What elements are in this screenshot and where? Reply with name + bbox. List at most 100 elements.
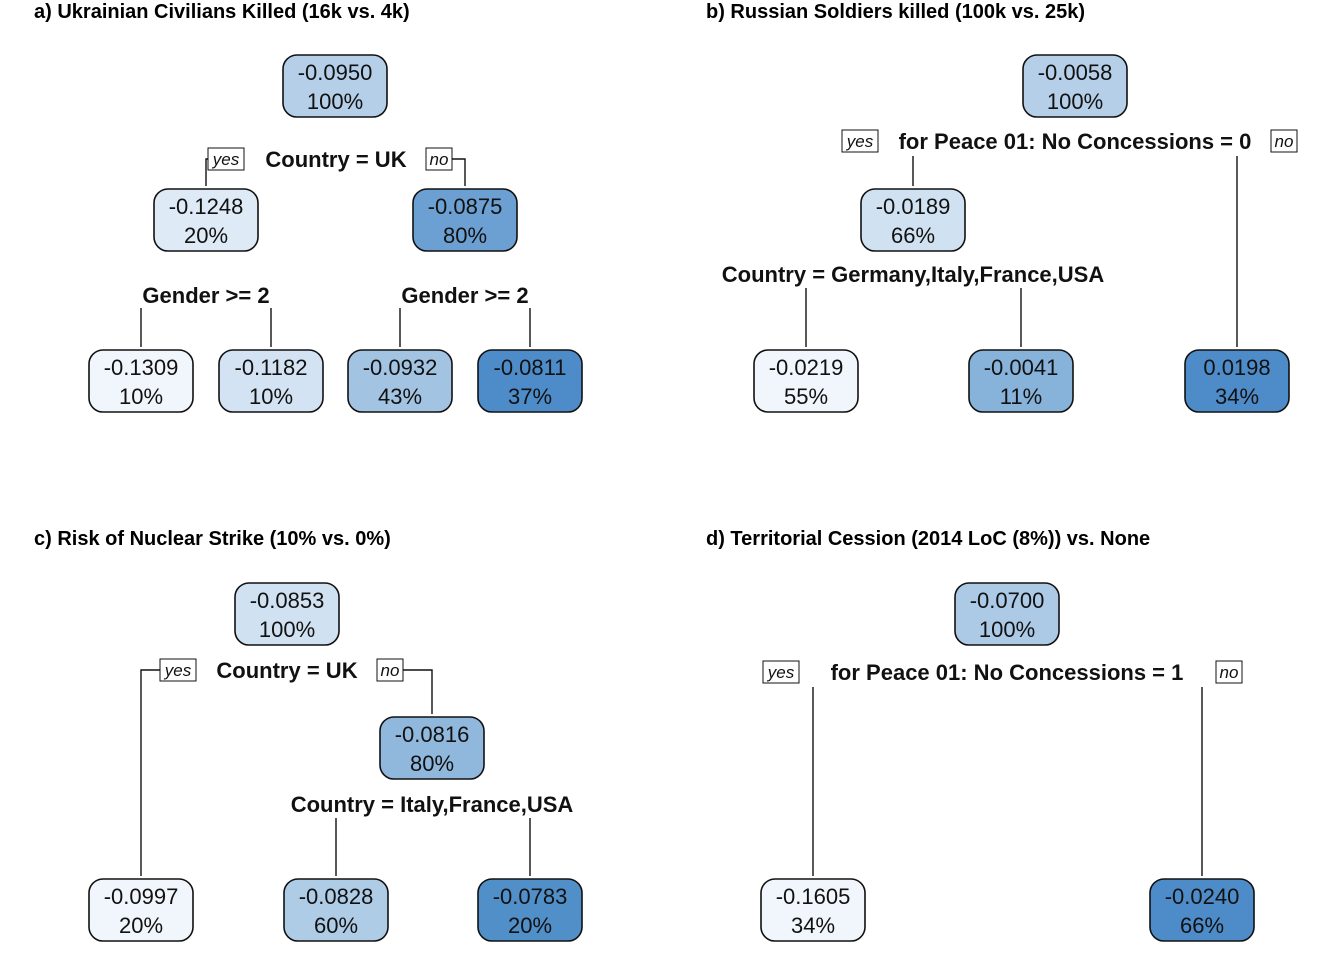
node-value: -0.0783 xyxy=(493,884,568,909)
yes-tag: yes xyxy=(841,129,879,153)
node-percent: 100% xyxy=(1047,89,1103,114)
node-box xyxy=(968,349,1074,413)
tree-node: -0.0875 80% xyxy=(412,188,518,252)
split-label: Country = UK xyxy=(216,658,357,683)
node-percent: 34% xyxy=(1215,384,1259,409)
tree-node: -0.0189 66% xyxy=(860,188,966,252)
node-value: -0.0950 xyxy=(298,60,373,85)
node-value: -0.0700 xyxy=(970,588,1045,613)
node-value: -0.0853 xyxy=(250,588,325,613)
node-percent: 20% xyxy=(184,223,228,248)
node-value: -0.0058 xyxy=(1038,60,1113,85)
svg-text:no: no xyxy=(430,150,449,169)
node-percent: 37% xyxy=(508,384,552,409)
tree-edge xyxy=(403,669,433,714)
svg-text:no: no xyxy=(1275,132,1294,151)
tree-node: -0.0219 55% xyxy=(753,349,859,413)
tree-node: -0.0853 100% xyxy=(234,582,340,646)
tree-node: -0.1605 34% xyxy=(760,878,866,942)
tree-panel-b: b) Russian Soldiers killed (100k vs. 25k… xyxy=(706,1,1298,413)
node-value: -0.0219 xyxy=(769,355,844,380)
svg-text:no: no xyxy=(381,661,400,680)
tree-node: -0.0700 100% xyxy=(954,582,1060,646)
node-percent: 34% xyxy=(791,913,835,938)
tree-node: -0.0783 20% xyxy=(477,878,583,942)
node-value: -0.0932 xyxy=(363,355,438,380)
tree-node: -0.0828 60% xyxy=(283,878,389,942)
node-value: -0.1182 xyxy=(235,355,308,380)
node-box xyxy=(282,54,388,118)
svg-text:yes: yes xyxy=(164,661,192,680)
node-percent: 66% xyxy=(891,223,935,248)
node-percent: 100% xyxy=(307,89,363,114)
split-label: Country = Germany,Italy,France,USA xyxy=(722,262,1105,287)
node-box xyxy=(283,878,389,942)
node-value: -0.1248 xyxy=(169,194,244,219)
node-percent: 80% xyxy=(443,223,487,248)
split-label: Gender >= 2 xyxy=(142,283,269,308)
node-box xyxy=(477,349,583,413)
node-box xyxy=(1184,349,1290,413)
node-value: -0.0828 xyxy=(299,884,374,909)
node-box xyxy=(234,582,340,646)
node-percent: 55% xyxy=(784,384,828,409)
node-value: -0.0875 xyxy=(428,194,503,219)
tree-edge xyxy=(452,158,466,186)
node-box xyxy=(153,188,259,252)
yes-tag: yes xyxy=(159,658,197,682)
no-tag: no xyxy=(1215,660,1243,684)
split-label: for Peace 01: No Concessions = 1 xyxy=(831,660,1184,685)
split-label: Gender >= 2 xyxy=(401,283,528,308)
node-value: -0.0041 xyxy=(984,355,1059,380)
node-box xyxy=(379,716,485,780)
node-value: -0.0816 xyxy=(395,722,470,747)
node-percent: 100% xyxy=(979,617,1035,642)
node-percent: 80% xyxy=(410,751,454,776)
node-percent: 100% xyxy=(259,617,315,642)
node-value: -0.0811 xyxy=(494,355,567,380)
node-box xyxy=(477,878,583,942)
tree-node: -0.0932 43% xyxy=(347,349,453,413)
node-percent: 10% xyxy=(119,384,163,409)
tree-node: -0.0816 80% xyxy=(379,716,485,780)
svg-text:yes: yes xyxy=(767,663,795,682)
no-tag: no xyxy=(425,147,453,171)
tree-node: -0.0041 11% xyxy=(968,349,1074,413)
node-percent: 20% xyxy=(119,913,163,938)
panel-title: c) Risk of Nuclear Strike (10% vs. 0%) xyxy=(34,528,391,550)
yes-tag: yes xyxy=(207,147,245,171)
node-percent: 10% xyxy=(249,384,293,409)
node-box xyxy=(1022,54,1128,118)
node-percent: 66% xyxy=(1180,913,1224,938)
tree-node: -0.0950 100% xyxy=(282,54,388,118)
yes-tag: yes xyxy=(762,660,800,684)
tree-panel-a: a) Ukrainian Civilians Killed (16k vs. 4… xyxy=(34,1,583,413)
split-label: Country = UK xyxy=(265,147,406,172)
svg-text:yes: yes xyxy=(212,150,240,169)
tree-node: 0.0198 34% xyxy=(1184,349,1290,413)
node-box xyxy=(753,349,859,413)
node-value: -0.0240 xyxy=(1165,884,1240,909)
node-box xyxy=(88,349,194,413)
tree-panel-c: c) Risk of Nuclear Strike (10% vs. 0%) Co… xyxy=(34,528,583,942)
node-value: -0.0997 xyxy=(104,884,179,909)
node-value: -0.0189 xyxy=(876,194,951,219)
node-box xyxy=(347,349,453,413)
node-percent: 43% xyxy=(378,384,422,409)
node-box xyxy=(760,878,866,942)
node-box xyxy=(218,349,324,413)
split-label: Country = Italy,France,USA xyxy=(291,792,574,817)
node-percent: 20% xyxy=(508,913,552,938)
node-value: 0.0198 xyxy=(1203,355,1270,380)
no-tag: no xyxy=(1270,129,1298,153)
panel-title: a) Ukrainian Civilians Killed (16k vs. 4… xyxy=(34,1,410,23)
tree-node: -0.1309 10% xyxy=(88,349,194,413)
node-value: -0.1309 xyxy=(104,355,179,380)
node-percent: 11% xyxy=(1000,384,1042,409)
panel-title: b) Russian Soldiers killed (100k vs. 25k… xyxy=(706,1,1085,23)
panel-title: d) Territorial Cession (2014 LoC (8%)) v… xyxy=(706,528,1150,550)
node-box xyxy=(954,582,1060,646)
no-tag: no xyxy=(376,658,404,682)
svg-text:no: no xyxy=(1220,663,1239,682)
